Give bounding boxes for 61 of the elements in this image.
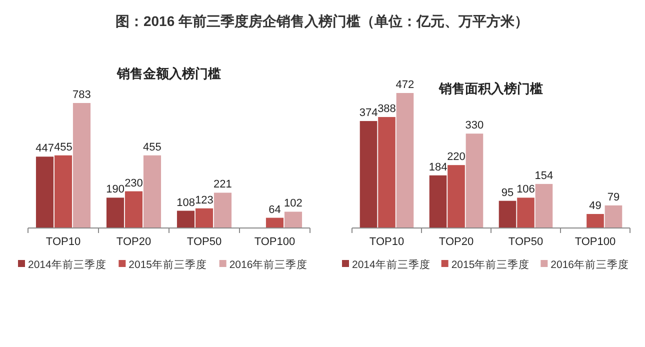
data-label: 447: [36, 142, 54, 155]
data-label: 79: [607, 191, 620, 204]
data-label: 455: [54, 141, 72, 154]
bar: [396, 93, 414, 228]
bar: [143, 155, 162, 228]
bar: [360, 121, 378, 228]
bar: [604, 205, 622, 228]
data-label: 106: [516, 184, 535, 196]
bar: [284, 212, 302, 228]
bar: [195, 208, 214, 228]
chart-title: 销售面积入榜门槛: [438, 81, 543, 96]
data-label: 190: [106, 184, 124, 196]
x-tick-label: TOP10: [369, 236, 404, 248]
data-label: 108: [176, 196, 195, 209]
data-label: 220: [447, 151, 466, 164]
bar: [586, 214, 604, 228]
legend-label: 2016年前三季度: [550, 258, 630, 271]
bar: [214, 192, 232, 228]
bar: [517, 198, 534, 228]
x-tick-label: TOP100: [254, 236, 296, 248]
bar: [448, 165, 465, 228]
x-tick-label: TOP50: [186, 236, 222, 248]
bar: [106, 198, 124, 228]
data-label: 221: [214, 178, 232, 191]
text: 图：2016 年前三季度房企销售入榜门槛（单位：亿元、万平方米）: [115, 13, 529, 29]
bar: [535, 184, 553, 228]
bar: [378, 117, 396, 228]
bar: [124, 191, 143, 228]
legend-label: 2015年前三季度: [451, 258, 530, 271]
data-label: 472: [396, 79, 414, 91]
data-label: 123: [195, 194, 214, 206]
data-label: 95: [501, 186, 514, 199]
data-label: 49: [589, 200, 602, 212]
data-label: 184: [428, 161, 448, 174]
x-tick-label: TOP100: [574, 236, 616, 248]
bar: [72, 103, 91, 228]
data-label: 64: [268, 204, 281, 216]
bar: [498, 200, 516, 228]
data-label: 455: [143, 141, 162, 154]
x-tick-label: TOP50: [508, 236, 544, 248]
bar: [466, 134, 484, 228]
data-label: 374: [359, 107, 378, 120]
legend-label: 2015年前三季度: [128, 258, 208, 271]
bar: [54, 155, 72, 228]
data-label: 154: [534, 170, 554, 182]
chart-title: 销售金额入榜门槛: [116, 66, 221, 81]
legend-label: 2014年前三季度: [28, 258, 106, 271]
bar: [176, 210, 195, 228]
data-label: 783: [72, 89, 91, 101]
data-label: 230: [124, 177, 143, 190]
x-tick-label: TOP10: [46, 236, 81, 248]
data-label: 330: [465, 120, 484, 132]
x-tick-label: TOP20: [438, 236, 474, 248]
legend-label: 2014年前三季度: [352, 258, 430, 271]
bar: [429, 175, 447, 228]
x-tick-label: TOP20: [116, 236, 152, 248]
data-label: 102: [284, 198, 302, 210]
bar: [266, 218, 284, 228]
data-label: 388: [378, 103, 396, 116]
bar: [36, 156, 54, 228]
legend-label: 2016年前三季度: [229, 258, 308, 271]
